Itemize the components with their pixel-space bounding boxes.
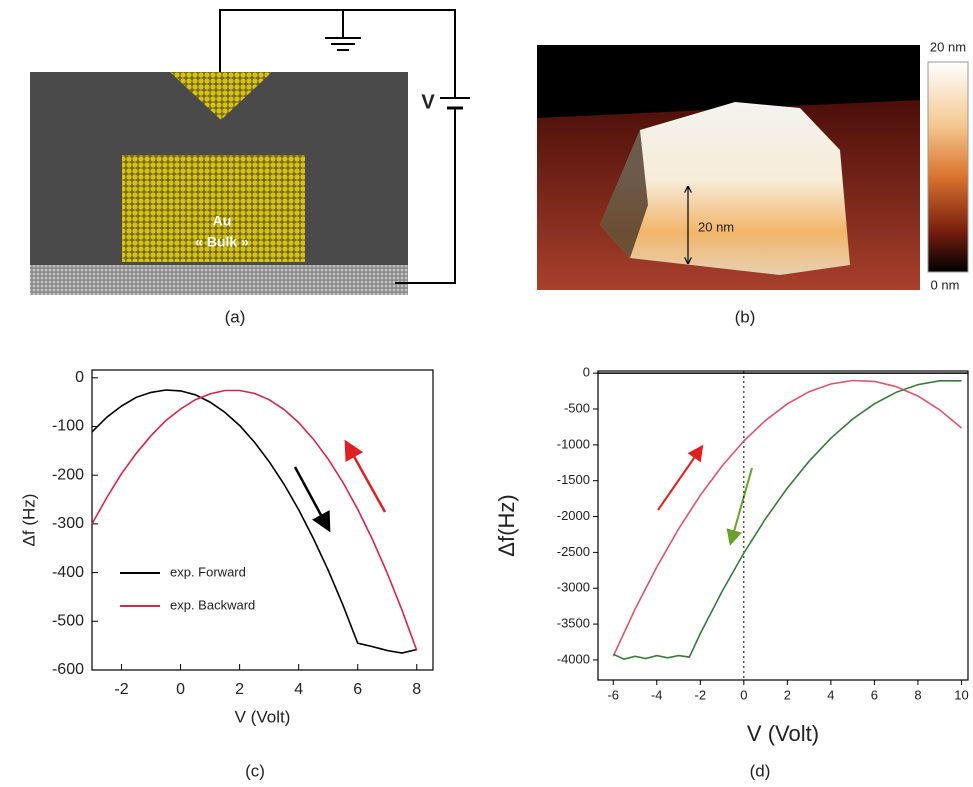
x-tick-label: 6 xyxy=(353,681,362,698)
panel-b: 20 nm 20 nm 0 nm (b) xyxy=(537,39,969,326)
y-tick-label: -500 xyxy=(52,613,84,630)
y-tick-label: -2000 xyxy=(557,508,590,523)
panel-label: (c) xyxy=(245,761,265,780)
y-tick-label: 0 xyxy=(583,365,590,380)
y-tick-label: -1500 xyxy=(557,472,590,487)
x-tick-label: 8 xyxy=(914,687,921,702)
y-tick-label: -500 xyxy=(564,400,590,415)
panel-label: (a) xyxy=(225,307,246,326)
y-tick-label: -2500 xyxy=(557,544,590,559)
panel-label: (b) xyxy=(735,307,756,326)
x-tick-label: 0 xyxy=(176,681,185,698)
voltage-label: V xyxy=(421,91,435,113)
y-tick-label: -1000 xyxy=(557,436,590,451)
y-tick-label: -3500 xyxy=(557,616,590,631)
y-tick-label: -100 xyxy=(52,418,84,435)
y-tick-label: -600 xyxy=(52,661,84,678)
y-tick-label: -200 xyxy=(52,466,84,483)
data-line xyxy=(91,389,418,651)
x-axis-label: V (Volt) xyxy=(235,707,291,726)
legend-label: exp. Forward xyxy=(170,564,246,579)
y-axis-label: Δf(Hz) xyxy=(494,494,519,556)
afm-particle xyxy=(600,102,850,275)
plot-frame xyxy=(597,370,969,681)
x-tick-label: -2 xyxy=(695,687,707,702)
block-text: Au xyxy=(213,213,232,229)
y-tick-label: -3000 xyxy=(557,580,590,595)
y-tick-label: -4000 xyxy=(557,651,590,666)
data-line xyxy=(91,389,417,654)
sweep-arrow xyxy=(344,439,387,513)
data-line xyxy=(612,379,963,657)
plot-frame xyxy=(91,369,434,671)
x-tick-label: -6 xyxy=(607,687,619,702)
data-line xyxy=(612,380,962,661)
panel-a: Au « Bulk » V (a) xyxy=(30,9,470,326)
y-tick-label: 0 xyxy=(75,369,84,386)
tip xyxy=(170,72,272,120)
x-tick-label: 0 xyxy=(740,687,747,702)
block-text: « Bulk » xyxy=(195,234,249,250)
x-tick-label: 4 xyxy=(827,687,834,702)
colorbar xyxy=(927,61,969,273)
y-axis-label: Δf (Hz) xyxy=(19,494,38,547)
gold-block xyxy=(122,155,305,262)
sweep-arrow xyxy=(726,467,753,546)
colorbar-min: 0 nm xyxy=(931,277,960,292)
height-label: 20 nm xyxy=(698,219,734,234)
x-tick-label: -2 xyxy=(114,681,128,698)
x-tick-label: 8 xyxy=(412,681,421,698)
x-tick-label: 2 xyxy=(235,681,244,698)
x-axis-label: V (Volt) xyxy=(747,721,819,746)
x-tick-label: 6 xyxy=(871,687,878,702)
wire xyxy=(395,108,456,284)
y-tick-label: -400 xyxy=(52,564,84,581)
substrate xyxy=(30,265,408,295)
x-tick-label: -4 xyxy=(651,687,663,702)
sweep-arrow xyxy=(657,444,704,511)
colorbar-max: 20 nm xyxy=(930,39,966,54)
legend-label: exp. Backward xyxy=(170,597,255,612)
x-tick-label: 2 xyxy=(784,687,791,702)
x-tick-label: 10 xyxy=(954,687,968,702)
afm-shadow xyxy=(600,130,648,258)
x-tick-label: 4 xyxy=(294,681,303,698)
sweep-arrow xyxy=(293,466,331,533)
y-tick-label: -300 xyxy=(52,515,84,532)
wire xyxy=(219,9,456,98)
panel-label: (d) xyxy=(750,761,771,780)
